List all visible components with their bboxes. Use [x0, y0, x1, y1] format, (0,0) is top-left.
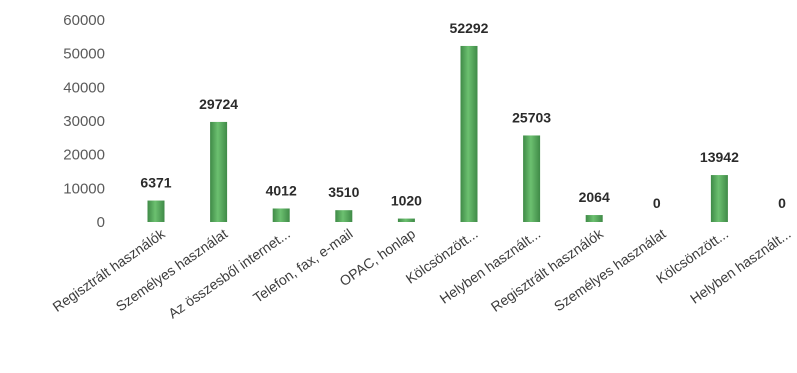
data-labels: 6371 29724 4012 3510 1020 52292 25703 2064 0 1394… [140, 20, 786, 211]
bar [210, 121, 228, 222]
bar [272, 208, 290, 222]
data-label: 13942 [700, 149, 739, 165]
x-category-label: Regisztrált használók [488, 225, 607, 315]
data-label: 52292 [450, 20, 489, 36]
bar [147, 200, 165, 222]
bar [335, 210, 353, 222]
data-label: 4012 [266, 182, 297, 198]
data-label: 0 [653, 195, 661, 211]
bar [460, 45, 478, 222]
y-tick-label: 50000 [63, 46, 105, 63]
y-tick-label: 10000 [63, 180, 105, 197]
bar [397, 218, 415, 222]
data-label: 0 [778, 195, 786, 211]
bar [523, 135, 541, 222]
y-tick-label: 20000 [63, 147, 105, 164]
y-tick-label: 60000 [63, 12, 105, 29]
y-tick-label: 0 [97, 214, 105, 231]
bars [147, 45, 728, 222]
data-label: 6371 [140, 175, 171, 191]
bar [585, 215, 603, 222]
bar [710, 175, 728, 222]
y-tick-label: 40000 [63, 79, 105, 96]
y-axis: 0 10000 20000 30000 40000 50000 60000 [63, 12, 105, 231]
x-category-label: Az összesből internet... [165, 225, 293, 321]
x-category-label: Személyes használat [551, 225, 669, 314]
data-label: 2064 [579, 189, 610, 205]
data-label: 25703 [512, 109, 551, 125]
x-category-label: Személyes használat [113, 225, 231, 314]
data-label: 29724 [199, 96, 238, 112]
x-category-label: Regisztrált használók [50, 225, 169, 315]
data-label: 3510 [328, 184, 359, 200]
y-tick-label: 30000 [63, 113, 105, 130]
data-label: 1020 [391, 193, 422, 209]
